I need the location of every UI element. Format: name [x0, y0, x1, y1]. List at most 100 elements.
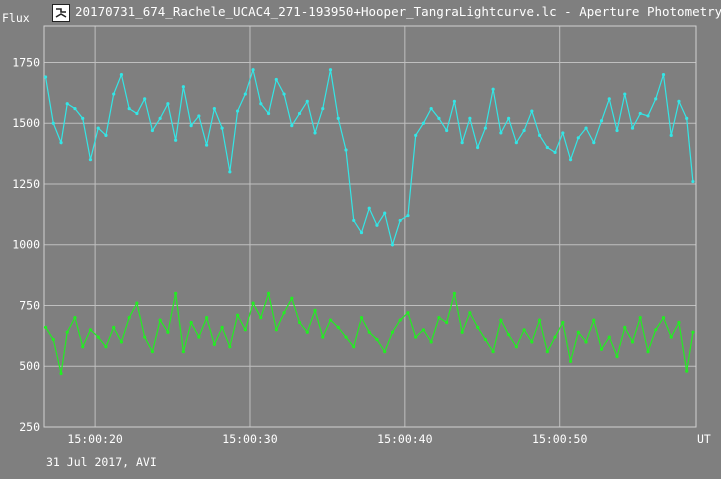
data-point-target	[491, 87, 495, 91]
data-point-comparison	[623, 325, 627, 329]
data-point-comparison	[220, 325, 224, 329]
data-point-target	[228, 170, 232, 174]
data-point-comparison	[81, 345, 85, 349]
data-point-comparison	[568, 359, 573, 363]
data-point-target	[561, 131, 565, 135]
data-point-target	[677, 99, 681, 103]
data-point-target	[553, 150, 557, 154]
data-point-comparison	[483, 337, 487, 342]
plot-frame	[43, 25, 697, 428]
data-point-comparison	[530, 340, 534, 344]
data-point-target	[514, 141, 518, 145]
data-point-comparison	[638, 316, 642, 320]
data-point-target	[359, 230, 364, 235]
data-point-target	[437, 116, 441, 120]
data-point-comparison	[445, 320, 449, 325]
window-title: 20170731_674_Rachele_UCAC4_271-193950+Ho…	[75, 4, 721, 19]
data-point-comparison	[429, 340, 433, 344]
data-point-target	[313, 131, 317, 135]
x-tick-label: 15:00:40	[377, 432, 432, 446]
data-point-target	[607, 97, 611, 101]
data-point-comparison	[545, 350, 549, 354]
data-point-comparison	[127, 316, 131, 320]
data-point-target	[96, 126, 100, 130]
data-point-target	[166, 102, 170, 106]
data-point-comparison	[522, 328, 526, 332]
data-point-target	[297, 111, 302, 116]
data-point-target	[274, 77, 278, 82]
chart-footer: 31 Jul 2017, AVI	[46, 455, 157, 469]
x-axis-ticks: 15:00:20 15:00:30 15:00:40 15:00:50	[67, 432, 587, 446]
x-tick-label: 15:00:20	[67, 432, 122, 446]
data-point-target	[638, 111, 642, 116]
y-axis-ticks: 250 500 750 1000 1250 1500 1750	[12, 55, 40, 434]
y-tick-label: 250	[19, 420, 40, 434]
data-point-comparison	[421, 328, 426, 332]
data-point-comparison	[375, 337, 379, 342]
data-point-target	[59, 141, 63, 145]
data-point-comparison	[576, 330, 580, 334]
data-point-comparison	[112, 325, 116, 329]
data-point-comparison	[561, 320, 565, 325]
data-point-target	[251, 68, 255, 72]
data-point-target	[537, 133, 542, 137]
data-point-comparison	[691, 330, 695, 334]
data-point-target	[615, 128, 619, 133]
data-point-target	[429, 107, 433, 111]
data-point-target	[599, 119, 604, 123]
data-point-target	[383, 211, 387, 215]
data-point-comparison	[359, 316, 364, 320]
data-point-comparison	[398, 318, 402, 322]
data-point-target	[468, 116, 472, 120]
x-tick-label: 15:00:30	[222, 432, 277, 446]
data-point-comparison	[166, 330, 170, 334]
data-point-comparison	[537, 318, 542, 322]
series-layer	[43, 67, 695, 376]
data-point-target	[259, 102, 263, 106]
tangra-app-icon[interactable]	[52, 4, 70, 22]
data-point-comparison	[274, 328, 278, 332]
data-point-comparison	[150, 350, 155, 354]
data-point-target	[421, 121, 426, 125]
data-point-comparison	[65, 330, 69, 334]
data-point-target	[150, 128, 155, 133]
y-tick-label: 1500	[12, 116, 40, 130]
data-point-comparison	[491, 350, 495, 354]
data-point-comparison	[685, 369, 689, 373]
data-point-target	[568, 158, 573, 162]
data-point-comparison	[174, 291, 178, 295]
data-point-comparison	[235, 313, 240, 317]
data-point-target	[584, 126, 588, 130]
data-point-target	[305, 99, 309, 103]
data-point-target	[127, 107, 131, 111]
data-point-comparison	[104, 345, 108, 349]
data-point-comparison	[212, 342, 216, 346]
data-point-comparison	[251, 301, 255, 305]
data-point-target	[266, 111, 271, 116]
data-point-target	[406, 213, 410, 218]
data-point-target	[43, 75, 48, 79]
data-point-comparison	[228, 345, 232, 349]
data-point-comparison	[135, 301, 139, 305]
data-point-comparison	[73, 316, 77, 320]
data-point-target	[235, 109, 240, 113]
data-point-comparison	[344, 335, 348, 339]
data-point-target	[460, 141, 464, 145]
data-point-target	[646, 114, 650, 118]
data-point-target	[205, 143, 209, 147]
data-point-comparison	[119, 340, 124, 344]
data-point-target	[630, 126, 635, 130]
data-point-comparison	[367, 330, 371, 334]
data-point-target	[499, 131, 503, 135]
data-point-target	[73, 107, 77, 111]
data-point-comparison	[328, 318, 333, 322]
data-point-comparison	[352, 345, 356, 349]
data-point-target	[522, 128, 526, 133]
data-point-comparison	[499, 318, 503, 322]
data-point-target	[530, 109, 534, 113]
x-tick-label: 15:00:50	[532, 432, 587, 446]
data-point-target	[158, 116, 162, 120]
data-point-comparison	[599, 347, 604, 351]
data-point-comparison	[654, 328, 658, 332]
